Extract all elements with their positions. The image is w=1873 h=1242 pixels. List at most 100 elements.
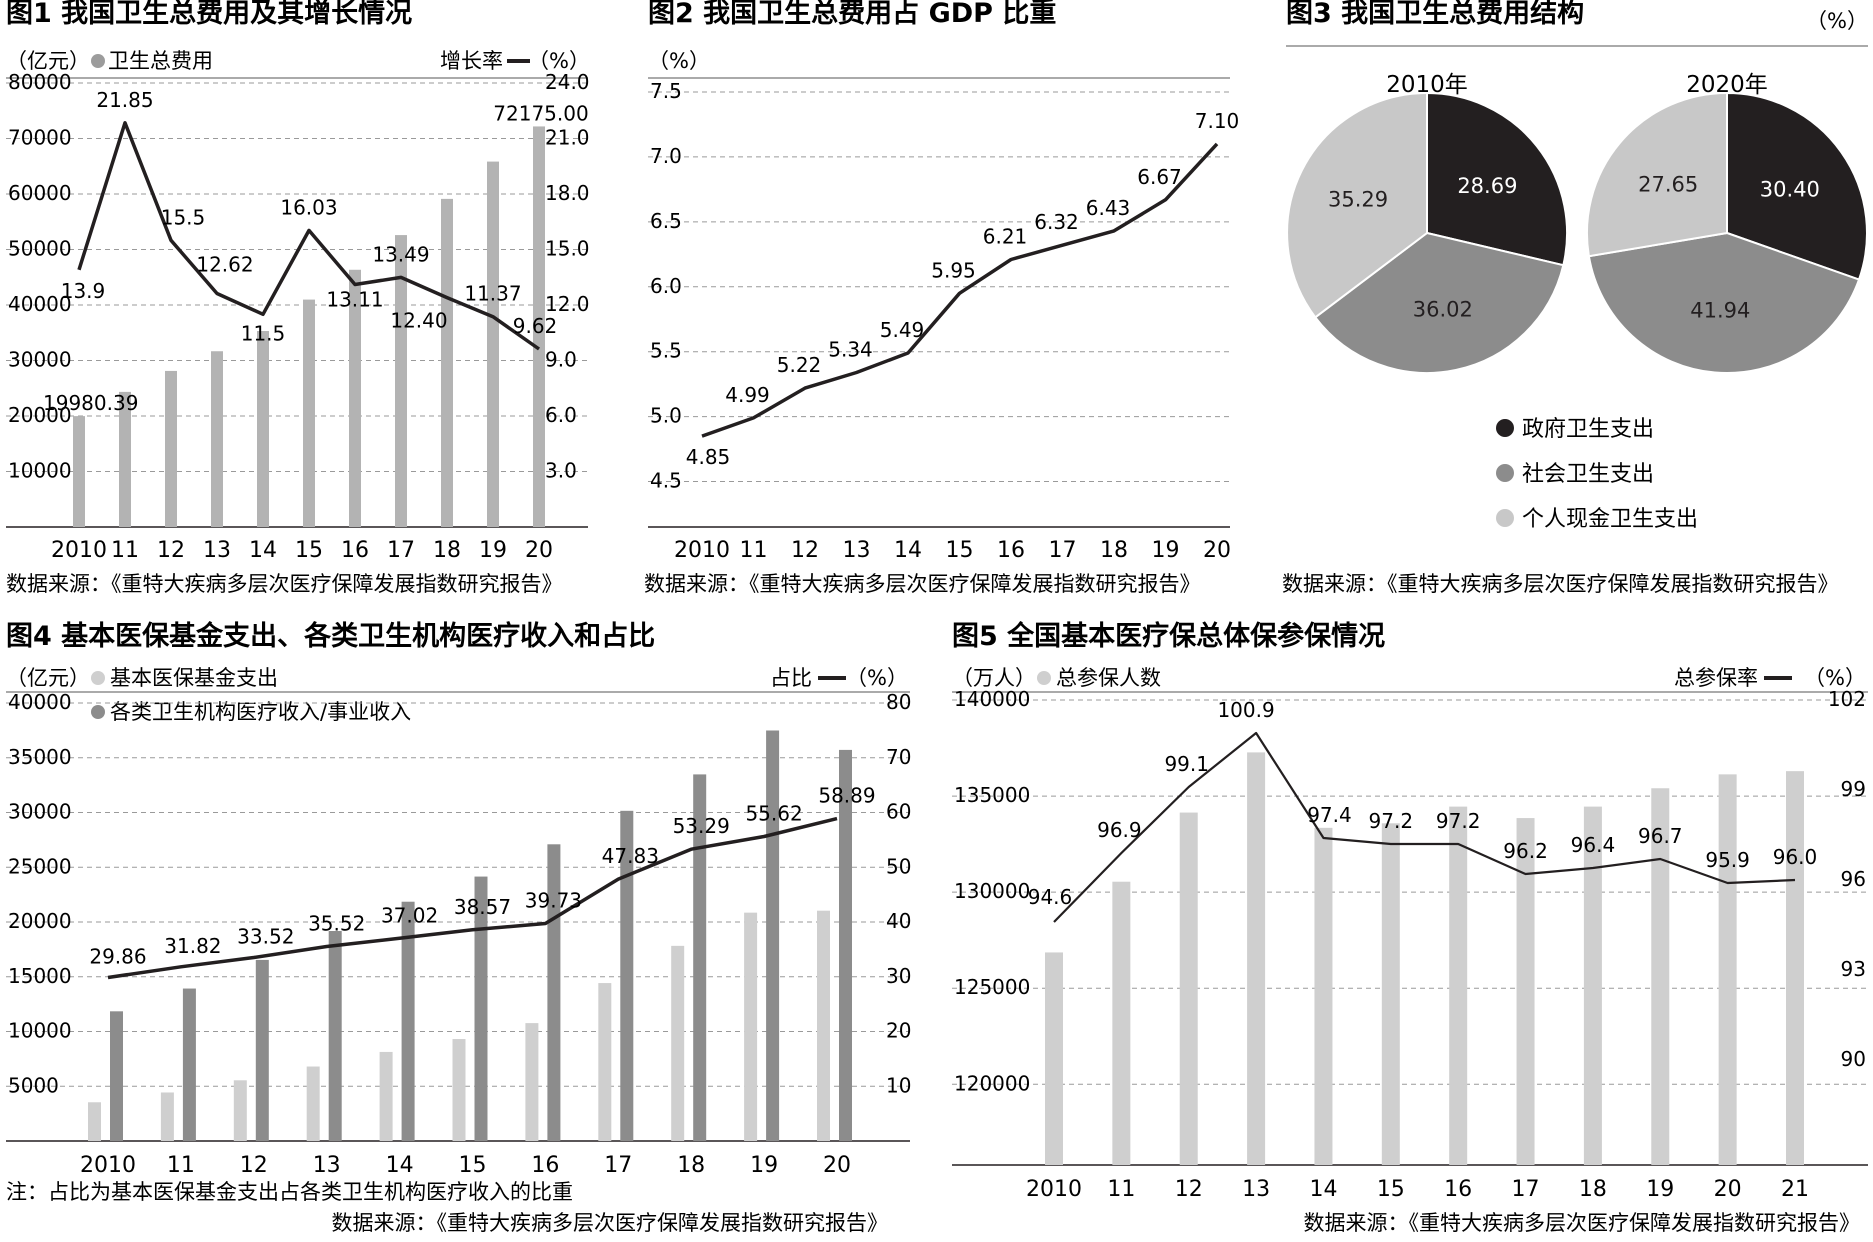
fig2-value-label: 6.32: [1034, 210, 1079, 234]
fig3-legend-label: 社会卫生支出: [1522, 462, 1654, 487]
fig5-bar: [1718, 774, 1737, 1165]
fig2-value-label: 4.99: [725, 383, 770, 407]
fig1-x-tick-label: 17: [387, 538, 415, 563]
fig5-x-tick-label: 21: [1781, 1177, 1809, 1202]
fig4-left-tick-label: 20000: [8, 909, 72, 933]
fig4-bar-fund: [598, 983, 612, 1141]
fig4-bar-income: [766, 730, 780, 1141]
fig3-legend-swatch: [1496, 419, 1514, 437]
fig2-x-tick-label: 12: [791, 538, 819, 563]
fig4-left-tick-label: 15000: [8, 964, 72, 988]
fig2-x-tick-label: 20: [1203, 538, 1231, 563]
fig4-share-line: [107, 816, 838, 980]
fig5-x-tick-label: 19: [1646, 1177, 1674, 1202]
fig5-panel: 图5 全国基本医疗保总体保参保情况 （万人） 总参保人数 总参保率 （%） 14…: [952, 620, 1868, 1235]
fig4-bar-fund: [306, 1066, 320, 1141]
fig1-line-value-label: 13.9: [61, 279, 106, 303]
fig5-line-value-label: 100.9: [1217, 698, 1274, 722]
fig5-x-tick-label: 20: [1714, 1177, 1742, 1202]
fig2-value-label: 5.95: [931, 258, 976, 282]
fig4-bar-income: [474, 876, 488, 1141]
fig5-right-tick-label: 99: [1841, 777, 1866, 801]
fig5-line-value-label: 96.9: [1097, 818, 1142, 842]
fig3-slice-value-label: 35.29: [1328, 188, 1388, 212]
fig5-line-value-label: 97.2: [1369, 809, 1414, 833]
fig5-left-tick-label: 130000: [954, 879, 1030, 903]
fig1-left-tick-label: 10000: [8, 459, 72, 483]
fig5-bar: [1045, 952, 1063, 1165]
fig4-panel: 图4 基本医保基金支出、各类卫生机构医疗收入和占比 （亿元） 基本医保基金支出 …: [6, 620, 911, 1235]
fig4-right-tick-label: 40: [886, 909, 911, 933]
fig1-x-tick-label: 14: [249, 538, 277, 563]
fig1-bar: [441, 198, 453, 527]
fig4-bar-income: [693, 774, 707, 1141]
fig1-bar: [119, 391, 131, 527]
fig1-x-tick-label: 2010: [51, 538, 107, 563]
fig4-note: 注：占比为基本医保基金支出占各类卫生机构医疗收入的比重: [6, 1180, 573, 1204]
fig4-line-value-label: 35.52: [308, 912, 365, 936]
fig4-bar-fund: [525, 1023, 539, 1141]
fig3-legend-label: 政府卫生支出: [1522, 417, 1654, 442]
fig1-bar-value-label: 72175.00: [493, 101, 588, 125]
fig4-source: 数据来源：《重特大疾病多层次医疗保障发展指数研究报告》: [332, 1211, 889, 1235]
fig2-plot: 7.5 7.0 6.5 6.0 5.5 5.0 4.5 2010 11 12 13 14 15 16 17 1…: [648, 79, 1239, 563]
fig3-legend-label: 个人现金卫生支出: [1522, 507, 1698, 532]
fig4-line-value-label: 55.62: [745, 801, 802, 825]
fig1-right-tick-label: 21.0: [545, 126, 590, 150]
fig4-bar-fund: [744, 912, 758, 1141]
fig2-source: 数据来源：《重特大疾病多层次医疗保障发展指数研究报告》: [644, 572, 1201, 596]
fig4-x-tick-label: 16: [531, 1153, 559, 1178]
fig5-line-value-label: 99.1: [1164, 752, 1209, 776]
fig1-right-tick-label: 15.0: [545, 237, 590, 261]
fig3-pie-slice: [1313, 231, 1565, 374]
fig5-left-unit: （万人）: [952, 666, 1036, 690]
fig5-x-tick-label: 16: [1444, 1177, 1472, 1202]
fig3-slice-value-label: 28.69: [1457, 174, 1517, 198]
fig5-left-tick-label: 140000: [954, 687, 1030, 711]
fig4-right-unit: （%）: [846, 666, 908, 690]
fig3-pie-slice: [1587, 231, 1861, 375]
fig4-line-value-label: 58.89: [818, 784, 875, 808]
fig2-tick-label: 6.5: [650, 209, 682, 233]
fig5-line-value-label: 96.7: [1638, 824, 1683, 848]
fig5-bar: [1381, 823, 1400, 1165]
fig1-bar: [533, 126, 545, 528]
fig1-panel: 图1 我国卫生总费用及其增长情况 （亿元） 卫生总费用 增长率 （%） 8000…: [6, 0, 590, 596]
fig2-value-label: 5.49: [880, 318, 925, 342]
fig2-tick-label: 5.0: [650, 404, 682, 428]
fig1-right-tick-label: 12.0: [545, 292, 590, 316]
fig3-panel: 图3 我国卫生总费用结构 （%） 2010年28.6936.0235.29202…: [1282, 0, 1868, 596]
fig4-title: 图4 基本医保基金支出、各类卫生机构医疗收入和占比: [6, 620, 655, 652]
fig1-line-legend-label: 增长率: [440, 49, 503, 73]
fig4-x-tick-label: 11: [167, 1153, 195, 1178]
fig4-bar-fund: [379, 1051, 393, 1141]
fig4-x-tick-label: 20: [823, 1153, 851, 1178]
fig5-x-tick-label: 17: [1512, 1177, 1540, 1202]
fig5-line-value-label: 95.9: [1705, 848, 1750, 872]
fig5-right-tick-label: 93: [1841, 957, 1866, 981]
fig5-bar: [1583, 806, 1602, 1165]
fig1-x-tick-label: 20: [525, 538, 553, 563]
fig3-slice-value-label: 41.94: [1690, 299, 1750, 323]
fig2-unit: （%）: [648, 49, 710, 73]
fig1-left-tick-label: 20000: [8, 403, 72, 427]
fig1-bar: [349, 269, 361, 527]
fig5-x-tick-label: 18: [1579, 1177, 1607, 1202]
fig5-bar: [1449, 806, 1468, 1165]
fig1-bar: [303, 299, 315, 527]
fig2-x-tick-label: 15: [946, 538, 974, 563]
fig4-x-tick-label: 2010: [80, 1153, 136, 1178]
fig1-line-value-label: 9.62: [513, 314, 558, 338]
fig1-title: 图1 我国卫生总费用及其增长情况: [6, 0, 412, 29]
fig4-bar-income: [620, 810, 634, 1141]
fig1-right-tick-label: 24.0: [545, 70, 590, 94]
fig4-bar-fund: [452, 1039, 466, 1141]
fig5-left-tick-label: 120000: [954, 1071, 1030, 1095]
fig5-line-value-label: 96.0: [1773, 845, 1818, 869]
fig1-line-value-label: 11.37: [464, 282, 521, 306]
fig4-left-unit: （亿元）: [6, 666, 90, 690]
fig4-line-legend-label: 占比: [770, 666, 812, 690]
fig2-x-tick-label: 16: [997, 538, 1025, 563]
fig5-bar: [1112, 881, 1131, 1165]
